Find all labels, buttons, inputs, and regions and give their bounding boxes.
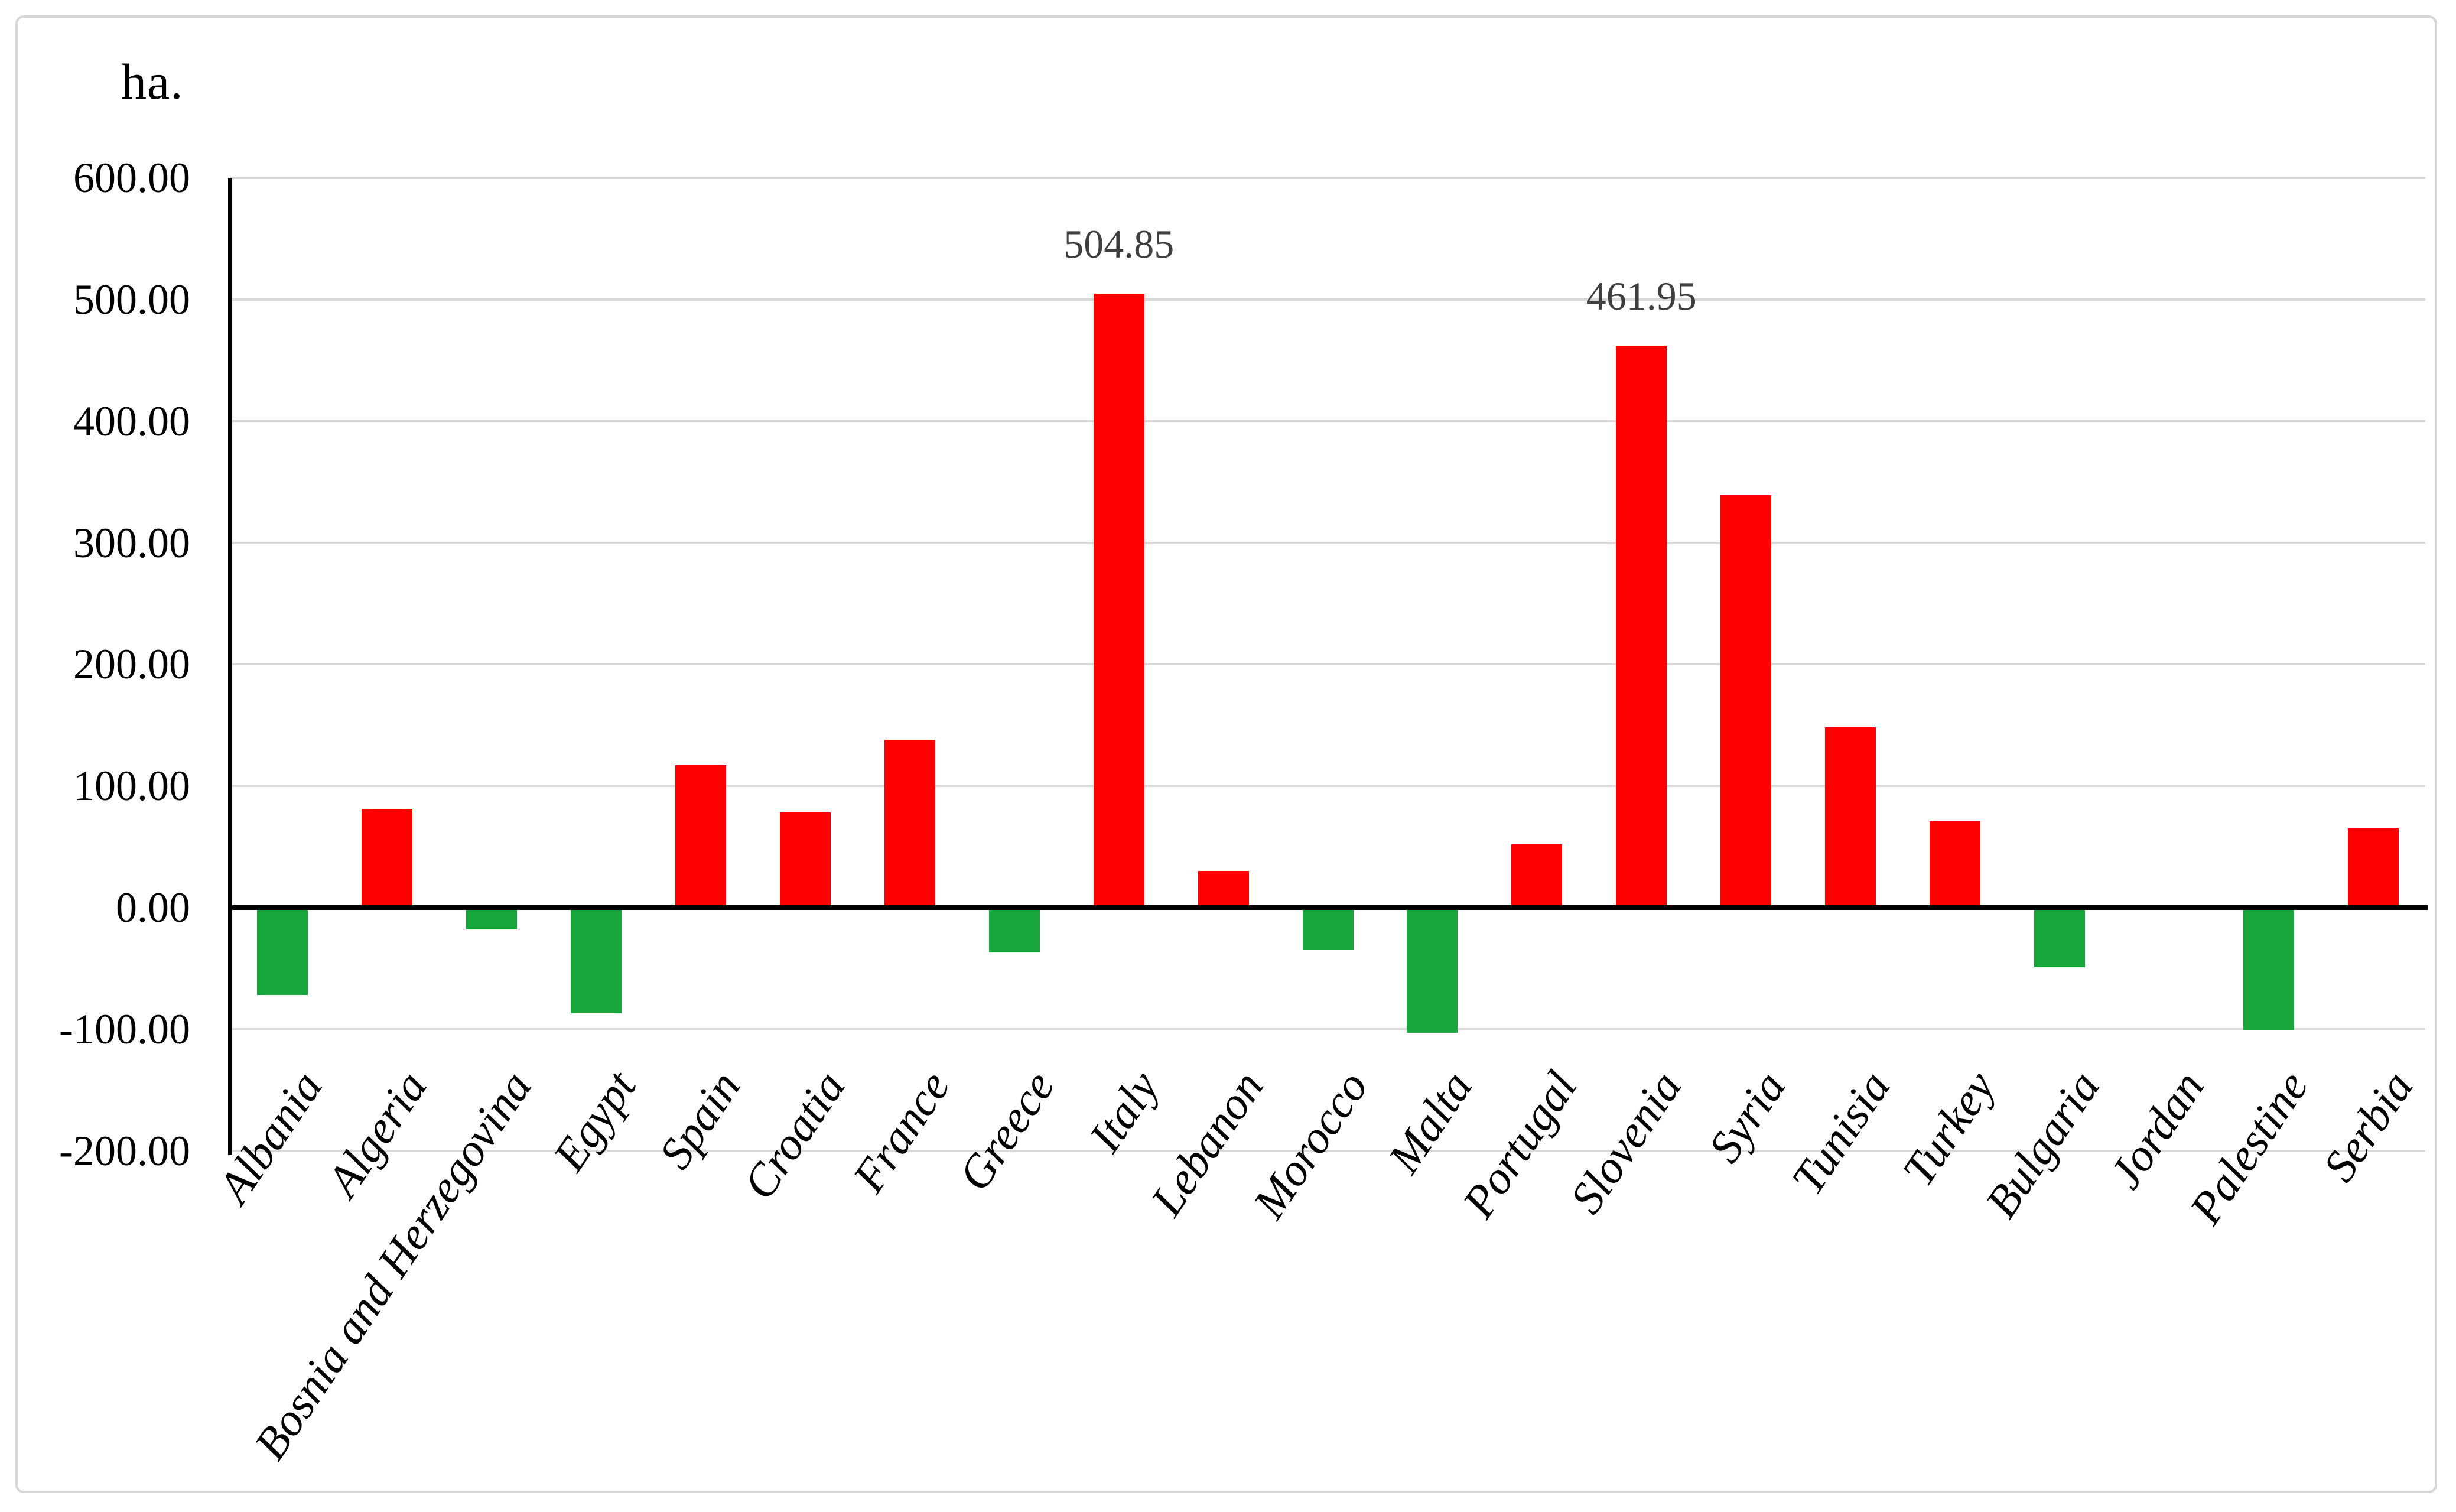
x-axis-zero-line	[228, 905, 2428, 910]
gridline-600	[230, 177, 2425, 180]
gridline-500	[230, 298, 2425, 301]
data-label-italy: 504.85	[1063, 222, 1175, 267]
bar-italy	[1093, 294, 1144, 908]
gridline-200	[230, 663, 2425, 666]
gridline-100	[230, 785, 2425, 788]
y-tick-label-600: 600.00	[73, 154, 190, 202]
bar-albania	[257, 908, 308, 996]
bar-malta	[1407, 908, 1458, 1033]
y-tick-label-100: 100.00	[73, 762, 190, 810]
gridline-400	[230, 420, 2425, 422]
y-tick-label--100: -100.00	[59, 1005, 190, 1053]
gridline--200	[230, 1149, 2425, 1152]
chart-outer-border	[15, 15, 2437, 1493]
bar-spain	[675, 765, 727, 908]
y-axis-line	[228, 178, 232, 1155]
bar-algeria	[362, 809, 413, 908]
y-tick-label-400: 400.00	[73, 397, 190, 445]
y-tick-label--200: -200.00	[59, 1127, 190, 1175]
bar-france	[884, 739, 935, 908]
bar-croatia	[779, 812, 831, 908]
gridline-300	[230, 541, 2425, 544]
bar-slovenia	[1616, 346, 1667, 908]
data-label-slovenia: 461.95	[1586, 274, 1697, 319]
bar-greece	[988, 908, 1040, 953]
bar-turkey	[1929, 821, 1980, 908]
y-tick-label-500: 500.00	[73, 276, 190, 323]
bar-bosnia-and-herzegovina	[466, 908, 518, 930]
bar-egypt	[571, 908, 622, 1014]
y-axis-unit-label: ha.	[121, 53, 184, 110]
bar-portugal	[1511, 844, 1563, 908]
gridline--100	[230, 1027, 2425, 1030]
bar-lebanon	[1198, 871, 1249, 908]
y-tick-label-200: 200.00	[73, 640, 190, 688]
bar-bulgaria	[2034, 908, 2085, 967]
bar-syria	[1720, 495, 1772, 908]
bar-serbia	[2347, 828, 2399, 908]
y-tick-label-300: 300.00	[73, 519, 190, 567]
y-tick-label-0: 0.00	[116, 884, 190, 931]
bar-morocco	[1302, 908, 1354, 951]
bar-tunisia	[1825, 727, 1876, 908]
bar-palestine	[2243, 908, 2294, 1030]
